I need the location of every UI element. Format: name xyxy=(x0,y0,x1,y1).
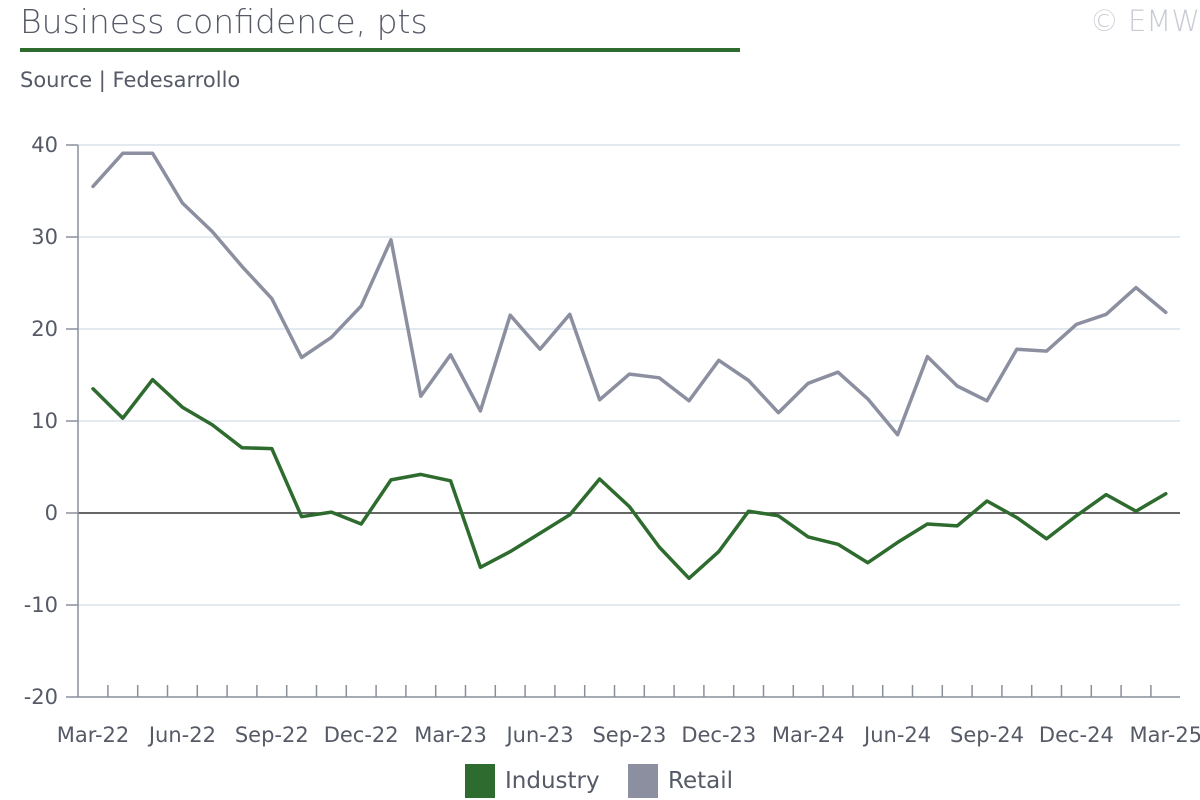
legend-swatch-retail xyxy=(628,764,658,798)
legend: Industry Retail xyxy=(0,764,1200,800)
legend-item-industry: Industry xyxy=(465,764,600,798)
x-tick-label: Mar-24 xyxy=(772,723,845,747)
series-layer xyxy=(91,151,1168,581)
y-tick-label: 40 xyxy=(31,133,58,157)
source-text: Source | Fedesarrollo xyxy=(20,68,241,92)
copyright-text: © EMW xyxy=(1089,4,1200,38)
series-line-industry xyxy=(91,377,1168,581)
series-line-retail xyxy=(91,151,1168,437)
x-tick-label: Dec-24 xyxy=(1039,723,1114,747)
y-tick-label: 10 xyxy=(31,409,58,433)
x-tick-label: Sep-23 xyxy=(592,723,666,747)
x-tick-label: Sep-22 xyxy=(235,723,309,747)
x-tick-label: Jun-24 xyxy=(862,723,931,747)
x-tick-label: Mar-25 xyxy=(1130,723,1200,747)
x-tick-label: Sep-24 xyxy=(950,723,1024,747)
y-tick-label: -20 xyxy=(24,685,58,709)
x-tick-label: Mar-23 xyxy=(414,723,487,747)
x-tick-label: Dec-22 xyxy=(324,723,399,747)
grid-layer xyxy=(78,144,1180,606)
legend-swatch-industry xyxy=(465,764,495,798)
chart-title: Business confidence, pts xyxy=(20,2,428,41)
label-layer: -20 -10 0 10 20 30 40 Mar-22 Jun-22 Sep-22 Dec-22 M… xyxy=(24,133,1200,747)
x-tick-label: Mar-22 xyxy=(57,723,130,747)
legend-label-retail: Retail xyxy=(668,768,733,794)
legend-item-retail: Retail xyxy=(628,764,733,798)
axis-layer xyxy=(66,144,1180,698)
y-tick-label: 30 xyxy=(31,225,58,249)
x-tick-label: Dec-23 xyxy=(681,723,756,747)
y-tick-label: 0 xyxy=(45,501,58,525)
x-tick-label: Jun-23 xyxy=(504,723,573,747)
x-tick-label: Jun-22 xyxy=(147,723,216,747)
y-tick-label: 20 xyxy=(31,317,58,341)
y-tick-label: -10 xyxy=(24,593,58,617)
legend-label-industry: Industry xyxy=(505,768,600,794)
title-underline xyxy=(20,48,740,52)
